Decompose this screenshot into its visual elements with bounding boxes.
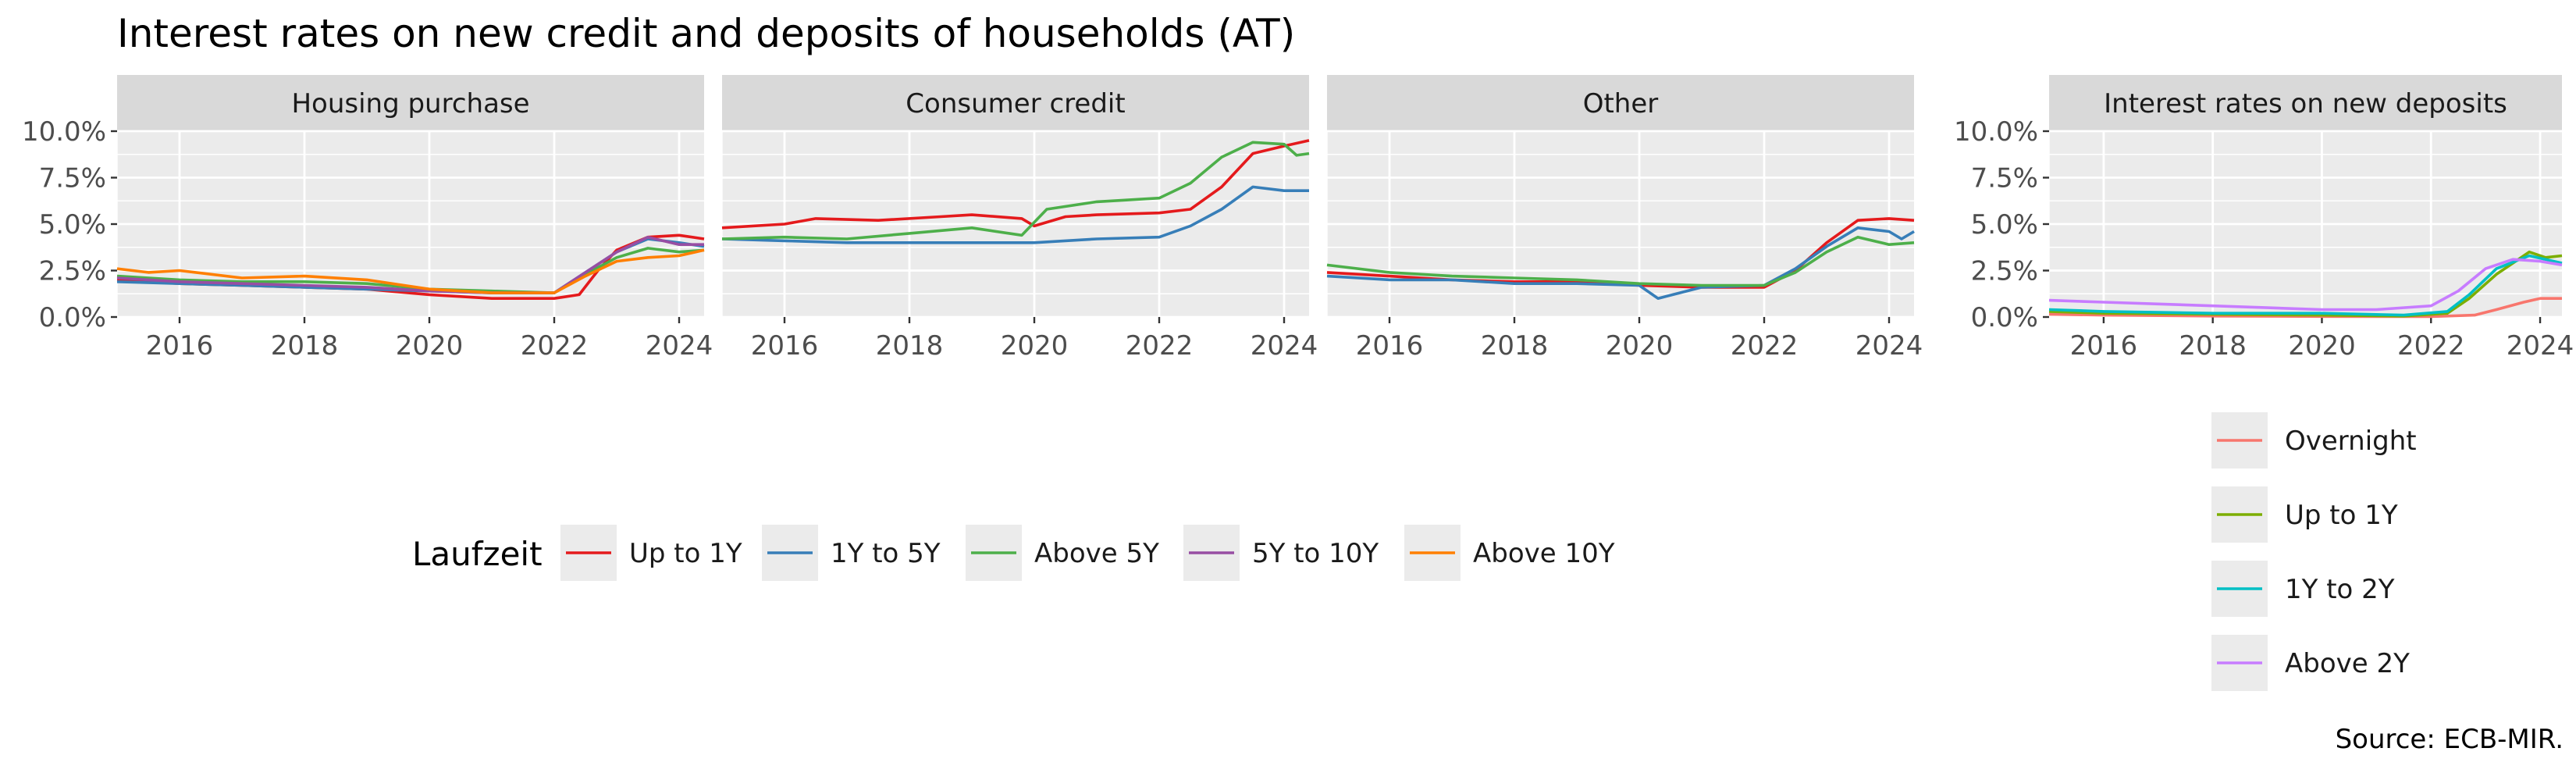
x-tick-label: 2024 xyxy=(1856,330,1923,362)
legend-credit: Laufzeit Up to 1Y 1Y to 5Y Above 5Y 5Y to 1… xyxy=(412,525,1615,581)
x-tick-label: 2018 xyxy=(2179,330,2247,362)
strip-title: Consumer credit xyxy=(906,88,1125,119)
series-line-1y-to-5y xyxy=(1326,226,1915,300)
series-line-above-5y xyxy=(721,141,1310,240)
x-tick-label: 2022 xyxy=(1731,330,1799,362)
source-caption: Source: ECB-MIR. xyxy=(2336,724,2564,755)
y-tick-label: 10.0% xyxy=(22,116,106,148)
x-tick-label: 2024 xyxy=(1251,330,1318,362)
x-tick-label: 2024 xyxy=(646,330,713,362)
x-tick-label: 2016 xyxy=(1356,330,1424,362)
legend-item-deposits-up-to-1y: Up to 1Y xyxy=(2211,486,2398,543)
legend-label: Above 10Y xyxy=(1473,538,1615,569)
y-tick-label: 5.0% xyxy=(1971,209,2038,240)
strip-background xyxy=(722,75,1309,131)
x-tick-label: 2022 xyxy=(2397,330,2465,362)
panel-housing-purchase: Housing purchase 0.0% 2.5% 5.0% 7.5% 10.0% 201… xyxy=(22,75,713,362)
x-tick-label: 2020 xyxy=(396,330,464,362)
strip-title: Other xyxy=(1583,88,1659,119)
y-tick-label: 5.0% xyxy=(39,209,106,240)
x-tick-label: 2018 xyxy=(876,330,944,362)
series-line-above-5y xyxy=(1326,235,1915,287)
legend-item-deposits-overnight: Overnight xyxy=(2211,412,2417,468)
series-line-above-10y xyxy=(116,248,705,294)
panel-consumer-credit: Consumer credit 2016 2018 2020 2022 2024 xyxy=(721,75,1318,362)
x-tick-label: 2020 xyxy=(1606,330,1674,362)
panel-other: Other 2016 2018 2020 2022 2024 xyxy=(1326,75,1923,362)
strip-background xyxy=(2049,75,2562,131)
x-tick-label: 2022 xyxy=(521,330,589,362)
legend-deposits: Overnight Up to 1Y 1Y to 2Y Above 2Y xyxy=(2211,412,2417,691)
x-tick-label: 2018 xyxy=(271,330,339,362)
x-tick-label: 2024 xyxy=(2507,330,2574,362)
legend-item-above-10y: Above 10Y xyxy=(1404,525,1615,581)
series-line-1y-to-2y xyxy=(2048,254,2563,317)
x-tick-label: 2020 xyxy=(1001,330,1069,362)
strip-title: Housing purchase xyxy=(291,88,529,119)
panel-interest-rates-on-new-deposits: Interest rates on new deposits 0.0% 2.5% 5.… xyxy=(1954,75,2574,362)
legend-label: 5Y to 10Y xyxy=(1252,538,1379,569)
legend-title: Laufzeit xyxy=(412,535,543,573)
series-line-above-2y xyxy=(2048,258,2563,312)
x-tick-label: 2016 xyxy=(146,330,214,362)
y-tick-label: 2.5% xyxy=(39,256,106,287)
legend-label: Overnight xyxy=(2285,426,2417,457)
legend-item-1y-to-5y: 1Y to 5Y xyxy=(762,525,941,581)
y-tick-label: 7.5% xyxy=(1971,163,2038,194)
legend-label: Up to 1Y xyxy=(2285,500,2398,531)
legend-label: 1Y to 5Y xyxy=(831,538,941,569)
x-tick-label: 2022 xyxy=(1126,330,1194,362)
strip-background xyxy=(117,75,704,131)
series-line-overnight xyxy=(2048,297,2562,319)
legend-item-up-to-1y: Up to 1Y xyxy=(560,525,742,581)
series-line-up-to-1y xyxy=(721,139,1310,230)
legend-label: 1Y to 2Y xyxy=(2285,574,2395,605)
legend-item-deposits-above-2y: Above 2Y xyxy=(2211,635,2410,691)
x-tick-label: 2016 xyxy=(751,330,819,362)
strip-title: Interest rates on new deposits xyxy=(2104,88,2507,119)
y-tick-label: 10.0% xyxy=(1954,116,2038,148)
series-line-above-5y xyxy=(116,247,705,294)
series-line-1y-to-5y xyxy=(721,185,1309,244)
legend-item-5y-to-10y: 5Y to 10Y xyxy=(1183,525,1379,581)
y-tick-label: 2.5% xyxy=(1971,256,2038,287)
legend-label: Above 5Y xyxy=(1034,538,1159,569)
facet-panels: Housing purchase 0.0% 2.5% 5.0% 7.5% 10.0% 201… xyxy=(22,75,2574,362)
y-tick-label: 7.5% xyxy=(39,163,106,194)
legend-label: Above 2Y xyxy=(2285,648,2410,679)
legend-item-above-5y: Above 5Y xyxy=(966,525,1159,581)
legend-item-deposits-1y-to-2y: 1Y to 2Y xyxy=(2211,561,2395,617)
x-tick-label: 2016 xyxy=(2070,330,2138,362)
x-tick-label: 2020 xyxy=(2288,330,2356,362)
legend-label: Up to 1Y xyxy=(629,538,742,569)
y-tick-label: 0.0% xyxy=(1971,302,2038,333)
y-tick-label: 0.0% xyxy=(39,302,106,333)
x-tick-label: 2018 xyxy=(1481,330,1549,362)
strip-background xyxy=(1327,75,1914,131)
chart-title: Interest rates on new credit and deposit… xyxy=(117,11,1295,56)
